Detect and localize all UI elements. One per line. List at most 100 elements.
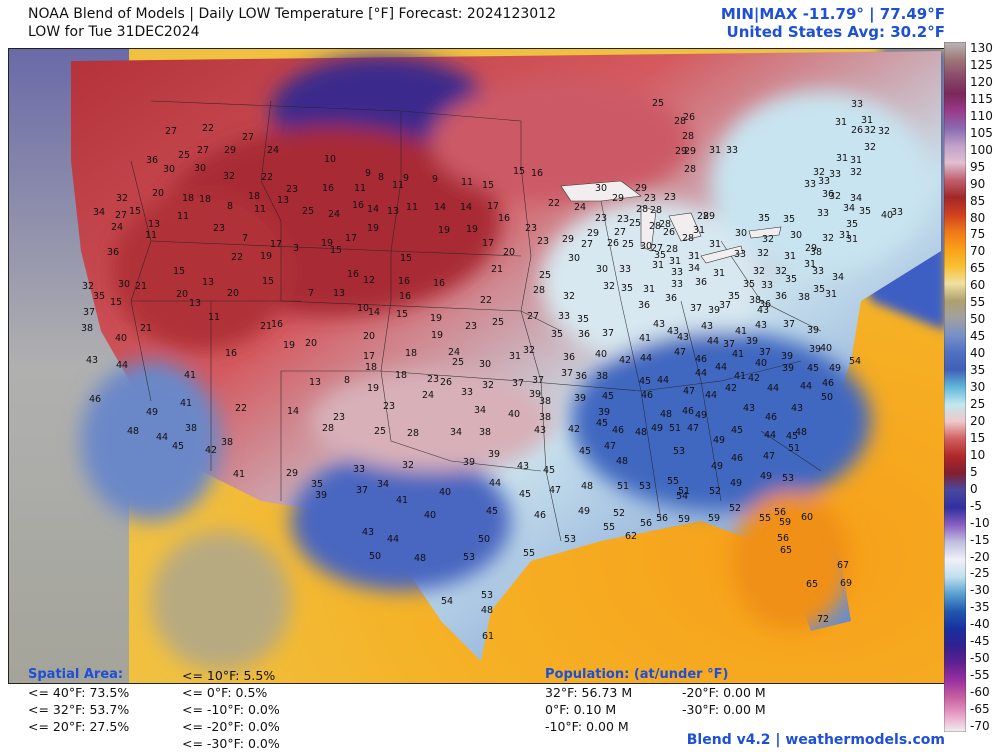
- temperature-value: 11: [461, 177, 473, 188]
- temperature-value: 28: [649, 221, 661, 232]
- border-north-tier: [150, 100, 522, 166]
- temperature-value: 32: [223, 171, 235, 182]
- mild-zone-southeast: [571, 331, 871, 511]
- temperature-value: 32: [482, 380, 494, 391]
- temperature-value: 11: [208, 312, 220, 323]
- state-borders: [130, 100, 822, 542]
- temperature-value: 38: [596, 371, 608, 382]
- temperature-value: 44: [707, 336, 719, 347]
- temperature-value: 38: [479, 427, 491, 438]
- temperature-value: 36: [695, 277, 707, 288]
- temperature-value: 27: [651, 243, 663, 254]
- temperature-value: 46: [89, 394, 101, 405]
- temperature-value: 34: [450, 427, 462, 438]
- temperature-value: 50: [478, 534, 490, 545]
- mild-zone-california: [81, 361, 221, 521]
- temperature-value: 53: [481, 590, 493, 601]
- colorbar-ticks: 130 125 120 115 110 105 100 95 90 85 80 75 70 65 60 55 5…: [968, 41, 1000, 733]
- warm-zone-mexico: [151, 531, 291, 671]
- temperature-value: 37: [690, 303, 702, 314]
- temperature-value: 35: [621, 283, 633, 294]
- temperature-value: 41: [180, 398, 192, 409]
- temperature-value: 44: [800, 381, 812, 392]
- temperature-value: 33: [817, 208, 829, 219]
- temperature-value: 31: [669, 256, 681, 267]
- spatial-area-10: <= 10°F: 5.5%: [182, 668, 276, 683]
- temperature-value: 31: [709, 145, 721, 156]
- temperature-value: 15: [482, 180, 494, 191]
- temperature-value: 25: [452, 357, 464, 368]
- temperature-value: 35: [758, 213, 770, 224]
- temperature-value: 31: [643, 284, 655, 295]
- temperature-value: 18: [199, 194, 211, 205]
- temperature-value: 16: [531, 168, 543, 179]
- colorbar-tick: 120: [970, 74, 993, 89]
- temperature-value: 53: [564, 534, 576, 545]
- temperature-value: 33: [761, 280, 773, 291]
- temperature-value: 28: [322, 423, 334, 434]
- temperature-value: 45: [786, 431, 798, 442]
- temperature-value: 28: [697, 211, 709, 222]
- temperature-value: 17: [345, 233, 357, 244]
- temperature-value: 47: [674, 347, 686, 358]
- temperature-value: 25: [302, 206, 314, 217]
- temperature-value: 39: [488, 449, 500, 460]
- temperature-value: 18: [182, 193, 194, 204]
- colorbar-tick: 60: [970, 278, 986, 293]
- temperature-value: 29: [612, 193, 624, 204]
- temperature-value: 22: [231, 252, 243, 263]
- temperature-value: 8: [378, 172, 384, 183]
- temperature-value: 52: [709, 486, 721, 497]
- temperature-value: 33: [812, 266, 824, 277]
- temperature-value: 38: [81, 323, 93, 334]
- temperature-value: 24: [422, 390, 434, 401]
- temperature-value: 25: [374, 426, 386, 437]
- colorbar-tick: -5: [970, 498, 982, 513]
- border-tn-ky: [640, 360, 802, 392]
- temperature-value: 28: [674, 116, 686, 127]
- border-carolinas: [760, 430, 822, 472]
- temperature-value: 65: [780, 545, 792, 556]
- temperature-value: 14: [368, 307, 380, 318]
- temperature-value: 28: [533, 285, 545, 296]
- temperature-value: 41: [732, 349, 744, 360]
- temperature-value: 44: [116, 360, 128, 371]
- temperature-value: 49: [829, 363, 841, 374]
- temperature-value: 34: [93, 207, 105, 218]
- temperature-value: 48: [481, 605, 493, 616]
- temperature-value: 45: [602, 391, 614, 402]
- temperature-value: 30: [163, 164, 175, 175]
- us-average-readout: United States Avg: 30.2°F: [726, 23, 945, 41]
- temperature-value: 33: [851, 99, 863, 110]
- temperature-value: 46: [731, 453, 743, 464]
- temperature-value: 17: [270, 239, 282, 250]
- colorbar-tick: 55: [970, 295, 986, 310]
- temperature-value: 40: [820, 343, 832, 354]
- temperature-value: 8: [227, 201, 233, 212]
- border-or-ca: [130, 160, 152, 402]
- temperature-value: 46: [534, 510, 546, 521]
- temperature-value: 32: [864, 125, 876, 136]
- temperature-value: 31: [850, 155, 862, 166]
- colorbar-tick: 45: [970, 329, 986, 344]
- temperature-value: 16: [347, 269, 359, 280]
- temperature-value: 22: [261, 172, 273, 183]
- temperature-value: 35: [311, 479, 323, 490]
- temperature-value: 31: [836, 153, 848, 164]
- temperature-value: 36: [575, 371, 587, 382]
- temperature-value: 24: [328, 209, 340, 220]
- temperature-value: 31: [652, 260, 664, 271]
- border-ga-ohio: [680, 300, 722, 502]
- temperature-value: 27: [614, 227, 626, 238]
- temperature-value: 16: [398, 276, 410, 287]
- temperature-value: 38: [749, 295, 761, 306]
- cool-zone-midwest: [431, 81, 691, 201]
- colorbar-tick: 40: [970, 346, 986, 361]
- colorbar-tick: -10: [970, 515, 990, 530]
- temperature-value: 40: [508, 409, 520, 420]
- temperature-value: 32: [402, 460, 414, 471]
- temperature-value: 23: [617, 214, 629, 225]
- temperature-value: 31: [509, 351, 521, 362]
- temperature-value: 20: [503, 247, 515, 258]
